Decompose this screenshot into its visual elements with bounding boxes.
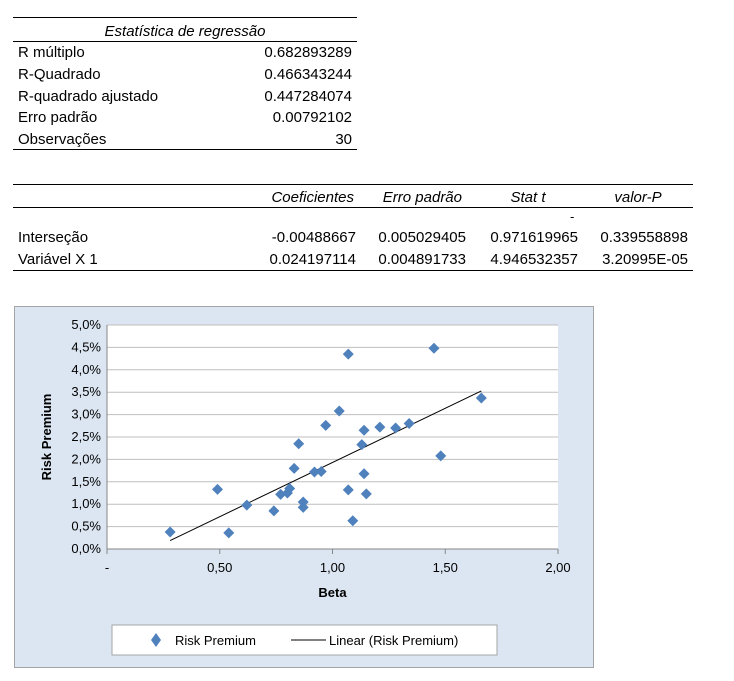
x-tick-label: - [105, 560, 109, 575]
y-tick-label: 4,0% [71, 362, 101, 377]
data-points [164, 342, 487, 539]
data-point [390, 422, 402, 434]
coef-variavel-x1-coeficiente: 0.024197114 [269, 251, 356, 268]
data-point [358, 424, 370, 436]
legend-trendline-label: Linear (Risk Premium) [329, 633, 458, 648]
data-point [435, 450, 447, 462]
data-point [360, 488, 372, 500]
data-point [223, 527, 235, 539]
trendline-layer [169, 390, 482, 541]
x-tick-label: 0,50 [207, 560, 232, 575]
y-tick-label: 4,5% [71, 339, 101, 354]
coef-header-stat-t: Stat t [510, 189, 546, 206]
stats-label-r-quadrado-ajustado: R-quadrado ajustado [18, 88, 159, 105]
data-point [164, 526, 176, 538]
coef-header-rule [13, 207, 693, 208]
stats-bottom-rule [13, 149, 357, 150]
stats-label-erro-padrao: Erro padrão [18, 109, 98, 126]
scatter-chart: 0,0% 0,5% 1,0% 1,5% 2,0% 2,5% 3,0% 3,5% 4,0% 4,5%… [14, 306, 594, 668]
coef-intersecao-valor-p: 0.339558898 [600, 229, 688, 246]
data-point [342, 484, 354, 496]
coef-top-rule [13, 184, 693, 185]
stats-value-observacoes: 30 [335, 131, 352, 148]
x-tick-label: 1,00 [320, 560, 345, 575]
coef-intersecao-coeficiente: -0.00488667 [271, 229, 356, 246]
x-tick-label: 1,50 [433, 560, 458, 575]
x-axis-title: Beta [318, 585, 347, 600]
y-tick-label: 0,5% [71, 519, 101, 534]
coef-variavel-x1-stat-t: 4.946532357 [490, 251, 578, 268]
coef-variavel-x1-valor-p: 3.20995E-05 [602, 251, 688, 268]
coef-intersecao-erro: 0.005029405 [378, 229, 466, 246]
coef-header-erro-padrao: Erro padrão [382, 189, 462, 206]
data-point [288, 462, 300, 474]
coef-header-coeficientes: Coeficientes [271, 189, 354, 206]
data-point [284, 483, 296, 495]
data-point [358, 468, 370, 480]
coef-intersecao-stat-t: 0.971619965 [490, 229, 578, 246]
y-axis-title: Risk Premium [39, 394, 54, 481]
stats-value-erro-padrao: 0.00792102 [272, 109, 352, 126]
stats-label-r-quadrado: R-Quadrado [18, 66, 101, 83]
y-tick-label: 3,0% [71, 407, 101, 422]
coef-bottom-rule [13, 270, 693, 271]
data-point [308, 466, 320, 478]
data-point [268, 505, 280, 517]
stats-value-r-multiplo: 0.682893289 [264, 44, 352, 61]
stats-value-r-quadrado-ajustado: 0.447284074 [264, 88, 352, 105]
trendline [169, 390, 482, 541]
y-tick-label: 2,5% [71, 429, 101, 444]
grid-lines [106, 324, 559, 554]
coef-stray-mark: - [570, 209, 575, 224]
stats-top-rule [13, 17, 357, 18]
data-point [211, 483, 223, 495]
x-tick-labels: - 0,50 1,00 1,50 2,00 [105, 560, 571, 575]
data-point [293, 438, 305, 450]
stats-label-r-multiplo: R múltiplo [18, 44, 85, 61]
y-tick-label: 2,0% [71, 451, 101, 466]
stats-title-rule [13, 41, 357, 42]
coef-row-label-intersecao: Interseção [18, 229, 89, 246]
data-point [297, 501, 309, 513]
y-tick-label: 5,0% [71, 317, 101, 332]
y-tick-label: 0,0% [71, 541, 101, 556]
y-tick-label: 3,5% [71, 384, 101, 399]
y-tick-label: 1,5% [71, 474, 101, 489]
data-point [320, 419, 332, 431]
y-tick-label: 1,0% [71, 496, 101, 511]
data-point [356, 439, 368, 451]
y-tick-labels: 0,0% 0,5% 1,0% 1,5% 2,0% 2,5% 3,0% 3,5% 4,0% 4,5%… [71, 317, 101, 556]
coef-header-valor-p: valor-P [614, 189, 662, 206]
data-point [403, 418, 415, 430]
stats-value-r-quadrado: 0.466343244 [264, 66, 352, 83]
coef-variavel-x1-erro: 0.004891733 [378, 251, 466, 268]
legend: Risk Premium Linear (Risk Premium) [111, 624, 498, 656]
data-point [315, 465, 327, 477]
coef-row-label-variavel-x1: Variável X 1 [18, 251, 98, 268]
data-point [347, 515, 359, 527]
data-point [241, 499, 253, 511]
data-point [428, 342, 440, 354]
legend-series-label: Risk Premium [175, 633, 256, 648]
stats-label-observacoes: Observações [18, 131, 107, 148]
legend-diamond-icon [151, 633, 161, 647]
stats-title: Estatística de regressão [104, 23, 266, 40]
data-point [333, 405, 345, 417]
data-point [374, 421, 386, 433]
x-tick-label: 2,00 [545, 560, 570, 575]
data-point [475, 392, 487, 404]
data-point [342, 348, 354, 360]
scatter-chart-svg: 0,0% 0,5% 1,0% 1,5% 2,0% 2,5% 3,0% 3,5% 4,0% 4,5%… [39, 317, 571, 656]
